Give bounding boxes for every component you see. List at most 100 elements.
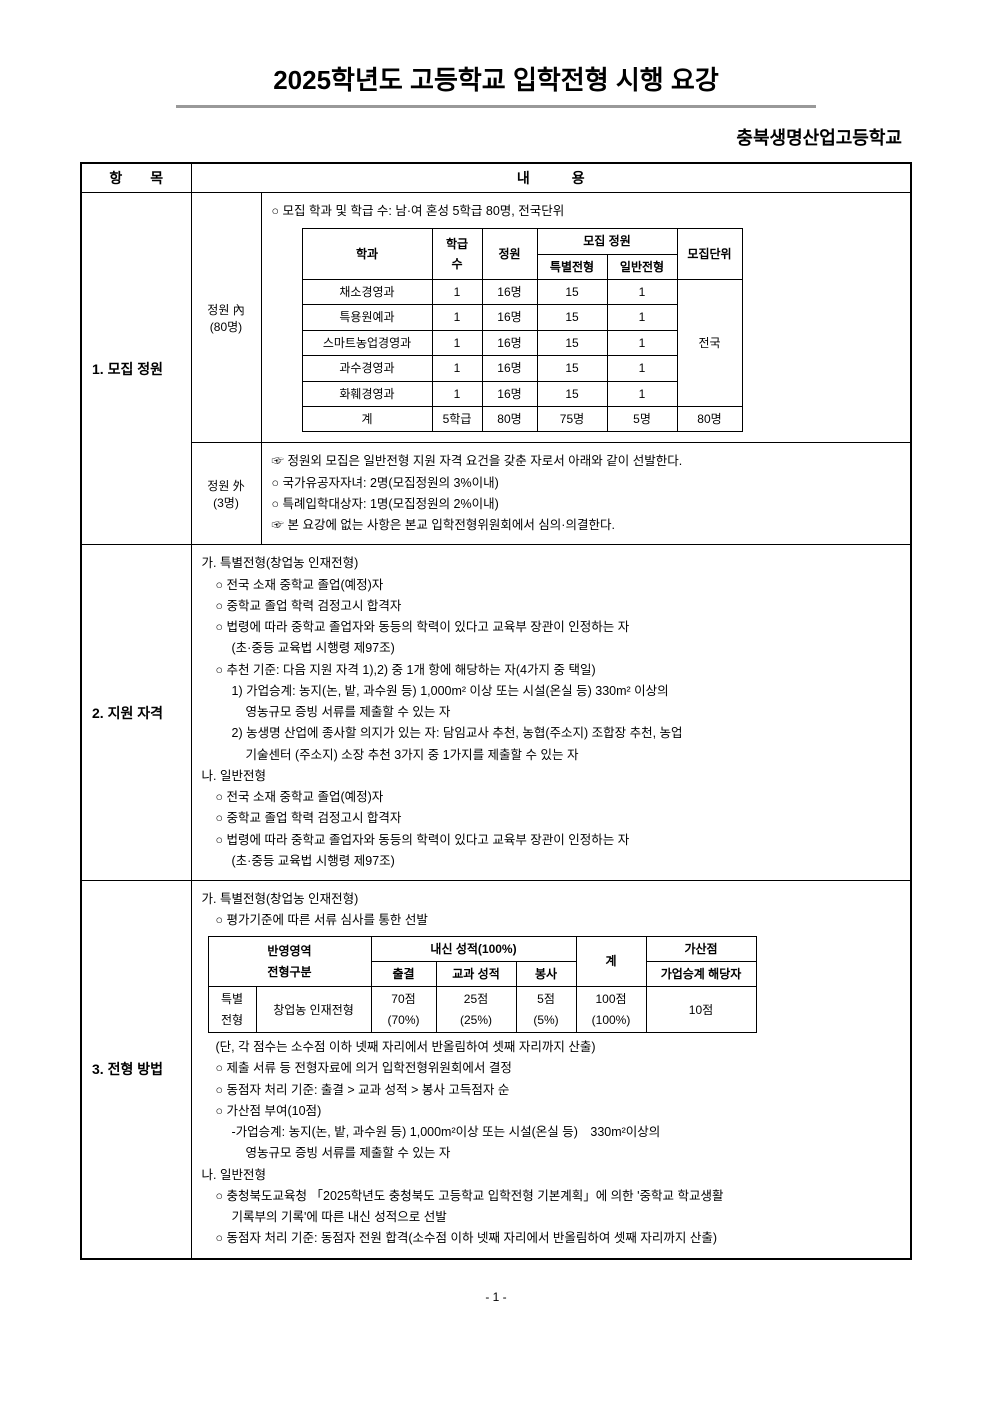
dept-total-general: 5명 [607,406,677,431]
mt-r-vol2: (5%) [523,1010,570,1030]
s2-line-1: ○ 전국 소재 중학교 졸업(예정)자 [202,575,901,596]
dept-row-4-general: 1 [607,381,677,406]
mt-bonus: 가산점 [646,936,756,961]
s3-post-3: ○ 가산점 부여(10점) [202,1101,901,1122]
department-table: 학과 학급수 정원 모집 정원 모집단위 특별전형 일반전형 채소경영과 1 1… [302,228,743,432]
sub2-line3: ○ 특례입학대상자: 1명(모집정원의 2%이내) [272,494,901,515]
header-content: 내 용 [191,163,911,193]
dept-total-unit: 80명 [677,406,742,431]
mt-type: 반영영역 전형구분 [208,936,371,987]
mt-attend: 출결 [371,962,436,987]
section-2-row: 2. 지원 자격 가. 특별전형(창업농 인재전형) ○ 전국 소재 중학교 졸… [81,545,911,881]
dept-total-name: 계 [302,406,432,431]
th-capacity: 정원 [482,229,537,280]
sub2-label1: 정원 外 [198,477,255,494]
section-1-row-1: 1. 모집 정원 정원 內 (80명) ○ 모집 학과 및 학급 수: 남·여 … [81,193,911,443]
dept-row-1-special: 15 [537,305,607,330]
dept-row-3-capacity: 16명 [482,356,537,381]
dept-total-classes: 5학급 [432,406,482,431]
document-title: 2025학년도 고등학교 입학전형 시행 요강 [80,60,912,97]
s2-line-3: ○ 법령에 따라 중학교 졸업자와 동등의 학력이 있다고 교육부 장관이 인정… [202,617,901,638]
s2-line-13: ○ 법령에 따라 중학교 졸업자와 동등의 학력이 있다고 교육부 장관이 인정… [202,830,901,851]
mt-r-total2: (100%) [583,1010,640,1030]
s3-post-9: ○ 동점자 처리 기준: 동점자 전원 합격(소수점 이하 넷째 자리에서 반올… [202,1228,901,1249]
mt-bonus2: 가업승계 해당자 [646,962,756,987]
page-number: - 1 - [80,1290,912,1304]
section-3-row: 3. 전형 방법 가. 특별전형(창업농 인재전형) ○ 평가기준에 따른 서류… [81,881,911,1259]
s3-pre-1: ○ 평가기준에 따른 서류 심사를 통한 선발 [202,910,901,931]
section-2-label: 2. 지원 자격 [81,545,191,881]
s3-pre-0: 가. 특별전형(창업농 인재전형) [202,889,901,910]
mt-r-total: 100점 (100%) [576,987,646,1033]
mt-total: 계 [576,936,646,987]
dept-row-2-special: 15 [537,330,607,355]
dept-row-4-capacity: 16명 [482,381,537,406]
s3-post-5: 영농규모 증빙 서류를 제출할 수 있는 자 [202,1143,901,1164]
s2-line-8: 2) 농생명 산업에 종사할 의지가 있는 자: 담임교사 추천, 농협(주소지… [202,723,901,744]
main-table: 항 목 내 용 1. 모집 정원 정원 內 (80명) ○ 모집 학과 및 학급… [80,162,912,1260]
dept-row-1-capacity: 16명 [482,305,537,330]
s3-post-4: -가업승계: 농지(논, 밭, 과수원 등) 1,000m²이상 또는 시설(온… [202,1122,901,1143]
mt-r-vol1: 5점 [523,989,570,1009]
dept-row-3-classes: 1 [432,356,482,381]
dept-row-4-name: 화훼경영과 [302,381,432,406]
s2-line-14: (초·중등 교육법 시행령 제97조) [202,851,901,872]
th-dept: 학과 [302,229,432,280]
mt-r-type: 특별 전형 [208,987,256,1033]
mt-r-vol: 5점 (5%) [516,987,576,1033]
section-1-label: 1. 모집 정원 [81,193,191,545]
section-1-row-2: 정원 外 (3명) ☞ 정원외 모집은 일반전형 지원 자격 요건을 갖춘 자로… [81,443,911,545]
th-special: 특별전형 [537,254,607,279]
dept-total-capacity: 80명 [482,406,537,431]
sub2-line2: ○ 국가유공자자녀: 2명(모집정원의 3%이내) [272,473,901,494]
mt-r-grade2: (25%) [443,1010,510,1030]
dept-total-special: 75명 [537,406,607,431]
mt-r-total1: 100점 [583,989,640,1009]
dept-row-0-special: 15 [537,280,607,305]
s3-post-0: (단, 각 점수는 소수점 이하 넷째 자리에서 반올림하여 셋째 자리까지 산… [202,1037,901,1058]
s3-post-6: 나. 일반전형 [202,1165,901,1186]
dept-row-4-classes: 1 [432,381,482,406]
section-1-sub1-label: 정원 內 (80명) [191,193,261,443]
sub1-label2: (80명) [198,318,255,335]
dept-row-0-name: 채소경영과 [302,280,432,305]
mt-r-type1: 특별 [215,989,250,1009]
school-name: 충북생명산업고등학교 [80,124,912,150]
mt-r-bonus: 10점 [646,987,756,1033]
section-1-sub2-content: ☞ 정원외 모집은 일반전형 지원 자격 요건을 갖춘 자로서 아래와 같이 선… [261,443,911,545]
dept-row-3-general: 1 [607,356,677,381]
section-3-label: 3. 전형 방법 [81,881,191,1259]
dept-row-2-general: 1 [607,330,677,355]
mt-r-type2: 전형 [215,1010,250,1030]
s2-line-6: 1) 가업승계: 농지(논, 밭, 과수원 등) 1,000m² 이상 또는 시… [202,681,901,702]
mt-inner: 내신 성적(100%) [371,936,576,961]
section-1-sub2-label: 정원 外 (3명) [191,443,261,545]
s2-line-11: ○ 전국 소재 중학교 졸업(예정)자 [202,787,901,808]
dept-row-2-capacity: 16명 [482,330,537,355]
s2-line-10: 나. 일반전형 [202,766,901,787]
sub1-label1: 정원 內 [198,301,255,318]
mt-r-name: 창업농 인재전형 [256,987,371,1033]
s2-line-12: ○ 중학교 졸업 학력 검정고시 합격자 [202,808,901,829]
th-unit: 모집단위 [677,229,742,280]
th-quota: 모집 정원 [537,229,677,254]
method-table: 반영영역 전형구분 내신 성적(100%) 계 가산점 출결 교과 성적 봉사 … [208,936,757,1034]
section-2-content: 가. 특별전형(창업농 인재전형) ○ 전국 소재 중학교 졸업(예정)자 ○ … [191,545,911,881]
dept-row-2-name: 스마트농업경영과 [302,330,432,355]
s2-line-7: 영농규모 증빙 서류를 제출할 수 있는 자 [202,702,901,723]
dept-row-2-classes: 1 [432,330,482,355]
header-row: 항 목 내 용 [81,163,911,193]
section-1-sub1-content: ○ 모집 학과 및 학급 수: 남·여 혼성 5학급 80명, 전국단위 학과 … [261,193,911,443]
dept-row-3-special: 15 [537,356,607,381]
unit-cell: 전국 [677,280,742,407]
s2-line-9: 기술센터 (주소지) 소장 추천 3가지 중 1가지를 제출할 수 있는 자 [202,745,901,766]
dept-row-1-classes: 1 [432,305,482,330]
s3-post-1: ○ 제출 서류 등 전형자료에 의거 입학전형위원회에서 결정 [202,1058,901,1079]
dept-row-4-special: 15 [537,381,607,406]
th-general: 일반전형 [607,254,677,279]
mt-r-grade1: 25점 [443,989,510,1009]
s3-post-8: 기록부의 기록'에 따른 내신 성적으로 선발 [202,1207,901,1228]
sub1-intro: ○ 모집 학과 및 학급 수: 남·여 혼성 5학급 80명, 전국단위 [272,201,901,222]
sub2-line4: ☞ 본 요강에 없는 사항은 본교 입학전형위원회에서 심의·의결한다. [272,515,901,536]
s3-post-2: ○ 동점자 처리 기준: 출결 > 교과 성적 > 봉사 고득점자 순 [202,1080,901,1101]
